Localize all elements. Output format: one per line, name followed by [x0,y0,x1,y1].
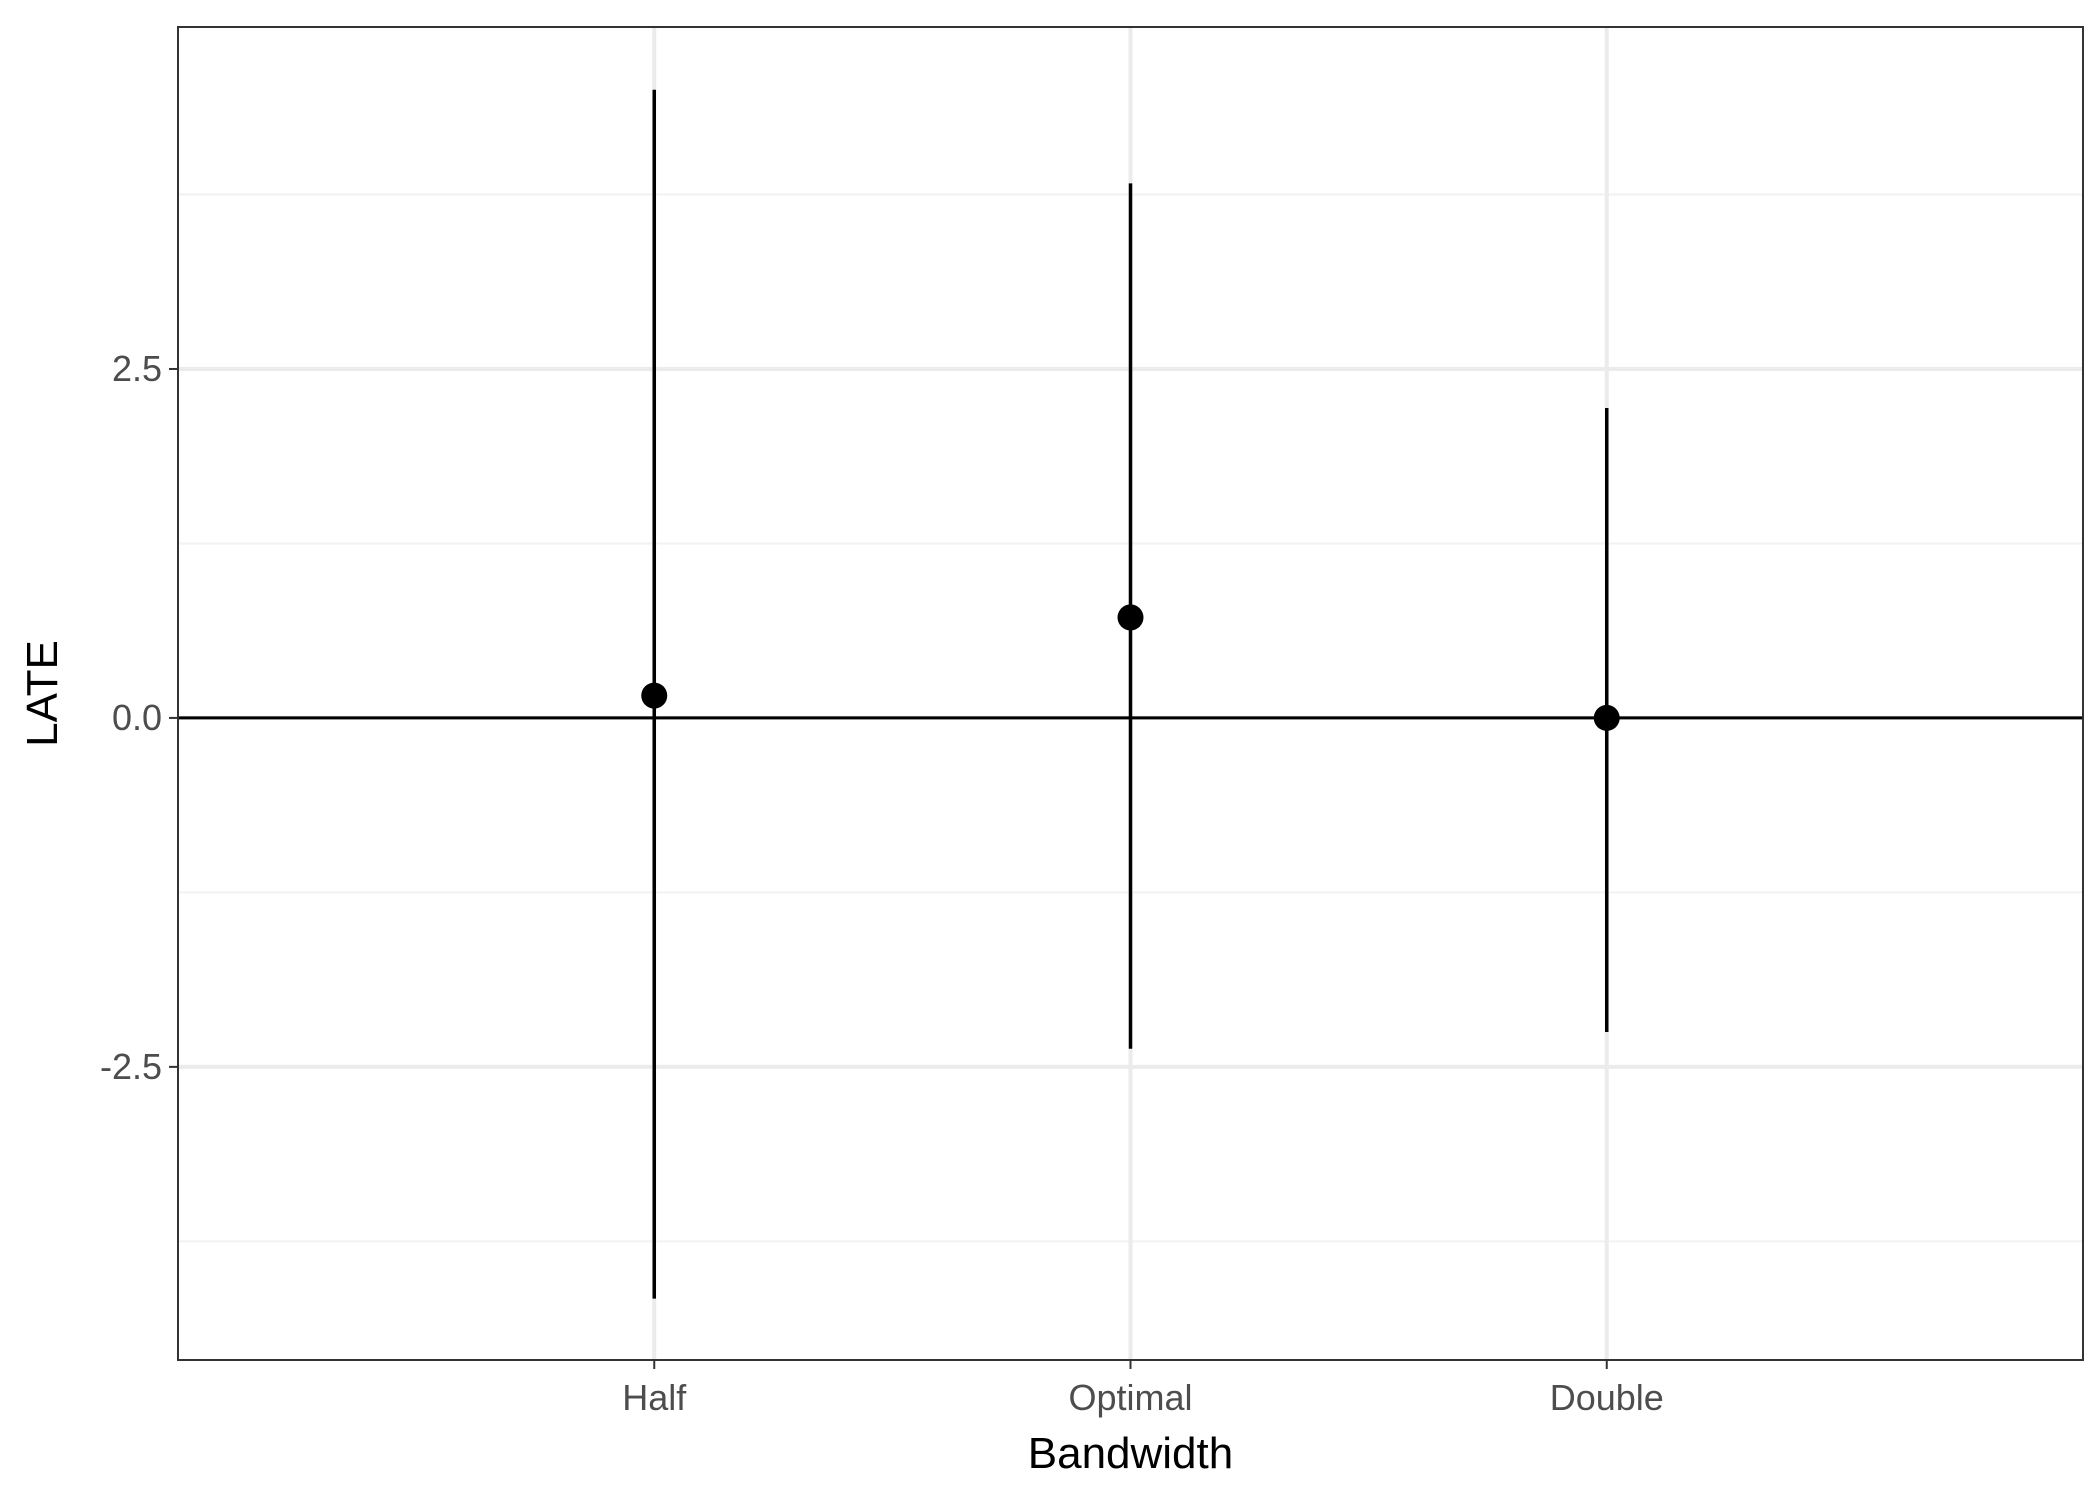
data-point [1593,704,1620,731]
data-point [1117,604,1144,631]
y-tick-label: 0.0 [112,697,162,738]
y-axis-title: LATE [18,640,67,747]
y-axis-ticks: -2.5 0.0 2.5 [100,348,178,1087]
y-tick-label: 2.5 [112,348,162,389]
x-axis-title: Bandwidth [1028,1429,1233,1478]
x-tick-label: Half [622,1377,687,1418]
x-axis-ticks: Half Optimal Double [622,1360,1664,1418]
points [641,604,1620,731]
x-tick-label: Optimal [1068,1377,1192,1418]
x-tick-label: Double [1550,1377,1664,1418]
data-point [641,682,668,709]
y-tick-label: -2.5 [100,1046,162,1087]
